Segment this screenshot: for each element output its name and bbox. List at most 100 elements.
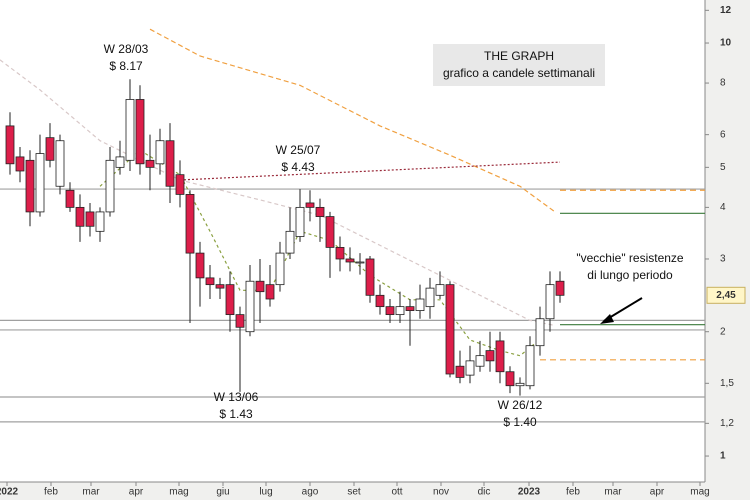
candle-body (545, 284, 555, 320)
candle-body (375, 294, 385, 308)
candle-body (475, 355, 485, 367)
x-tick-label: feb (566, 487, 580, 498)
y-tick-label: 4 (720, 202, 726, 213)
x-tick-label: ago (302, 487, 319, 498)
candle-body (195, 252, 205, 279)
x-tick-label: nov (433, 487, 449, 498)
annotation: W 25/07 (276, 143, 321, 157)
candle-body (465, 360, 475, 376)
candle-body (255, 280, 265, 293)
candle-body (165, 140, 175, 187)
moving-average (149, 28, 556, 213)
y-tick-label: 1,5 (720, 378, 734, 389)
candle-body (425, 287, 435, 308)
x-tick-label: mar (604, 487, 622, 498)
candle-body (385, 306, 395, 316)
candle-body (555, 280, 565, 296)
x-tick-label: mag (169, 487, 188, 498)
annotation: $ 1.40 (503, 415, 537, 429)
candle-body (495, 340, 505, 373)
candle-body (95, 211, 105, 232)
y-tick-label: 6 (720, 129, 726, 140)
candle-body (275, 252, 285, 286)
annotation: $ 4.43 (281, 160, 315, 174)
x-tick-label: set (347, 487, 361, 498)
candle-body (105, 159, 115, 213)
candle-body (245, 280, 255, 333)
candle-body (75, 206, 85, 227)
x-tick-label: 2023 (518, 487, 541, 498)
candle-body (185, 194, 195, 254)
x-tick-label: giu (216, 487, 229, 498)
candle-body (285, 230, 295, 254)
x-tick-label: ott (391, 487, 402, 498)
candle-body (125, 99, 135, 161)
x-tick-label: lug (259, 487, 272, 498)
candle-body (225, 284, 235, 316)
y-tick-label: 12 (720, 5, 732, 16)
annotation: $ 8.17 (109, 59, 143, 73)
arrow-head (600, 314, 614, 324)
candle-body (215, 284, 225, 289)
candle-body (25, 159, 35, 213)
title-box (433, 44, 605, 86)
candle-body (235, 314, 245, 328)
x-tick-label: apr (650, 487, 665, 498)
candle-body (365, 258, 375, 296)
candle-body (485, 350, 495, 362)
annotation: W 28/03 (104, 42, 149, 56)
candle-body (115, 156, 125, 168)
last-price-tag (706, 286, 746, 304)
candle-body (295, 206, 305, 237)
y-tick-label: 3 (720, 254, 726, 265)
x-tick-label: mar (82, 487, 100, 498)
last-price-label: 2,45 (716, 290, 736, 301)
candle-body (15, 156, 25, 172)
x-tick-label: mag (690, 487, 709, 498)
candle-body (445, 284, 455, 375)
y-tick-label: 5 (720, 162, 726, 173)
candle-body (315, 206, 325, 217)
x-tick-label: dic (478, 487, 491, 498)
y-tick-label: 2 (720, 326, 726, 337)
y-axis-area (705, 0, 750, 500)
candle-body (35, 153, 45, 213)
y-tick-label: 10 (720, 38, 732, 49)
candle-body (155, 140, 165, 165)
candle-body (175, 174, 185, 195)
candle-body (435, 284, 445, 296)
x-tick-label: feb (44, 487, 58, 498)
series-layer (0, 28, 705, 423)
candle-body (535, 318, 545, 347)
candle-body (145, 159, 155, 168)
annotation: W 13/06 (214, 390, 259, 404)
candle-body (525, 345, 535, 387)
annotation: W 26/12 (498, 398, 543, 412)
candle-body (65, 189, 75, 208)
candle-body (265, 284, 275, 300)
x-axis-area (0, 482, 705, 500)
y-tick-label: 1 (720, 451, 726, 462)
candle-body (55, 140, 65, 187)
annotation: di lungo periodo (587, 268, 673, 282)
annotation: $ 1.43 (219, 407, 253, 421)
annotation: "vecchie" resistenze (576, 251, 684, 265)
x-tick-label: apr (129, 487, 144, 498)
candle-body (305, 202, 315, 208)
candle-body (395, 306, 405, 316)
candle-body (455, 365, 465, 378)
candle-body (345, 258, 355, 263)
candle-body (505, 371, 515, 387)
candle-body (325, 216, 335, 248)
candle-body (405, 306, 415, 311)
chart-subtitle: grafico a candele settimanali (443, 66, 595, 80)
chart-title: THE GRAPH (484, 49, 554, 63)
candle-body (85, 211, 95, 227)
candle-body (135, 99, 145, 165)
candle-body (515, 382, 525, 387)
y-tick-label: 1,2 (720, 418, 734, 429)
y-tick-label: 8 (720, 78, 726, 89)
moving-average (179, 161, 561, 181)
